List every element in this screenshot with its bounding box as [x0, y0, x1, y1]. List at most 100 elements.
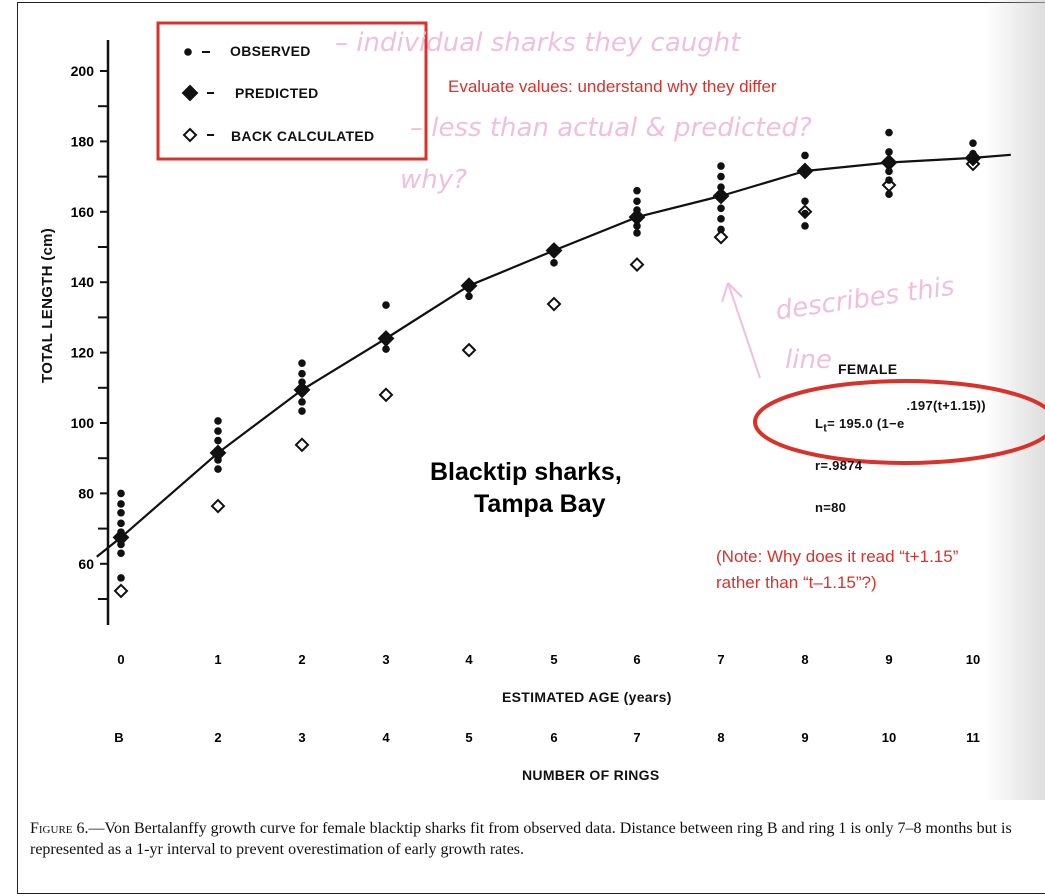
x-tick-label: 7	[717, 652, 724, 667]
observed-point	[717, 162, 725, 170]
x-tick-label: 4	[465, 652, 473, 667]
caption-lead: Figure 6.	[30, 820, 89, 837]
note-evaluate: Evaluate values: understand why they dif…	[448, 77, 777, 96]
handwritten-arrow-icon	[721, 282, 761, 379]
observed-point	[117, 508, 125, 517]
observed-point	[969, 139, 977, 147]
legend-back-calculated-marker	[182, 127, 198, 143]
legend-observed-marker	[184, 48, 192, 56]
observed-point	[298, 407, 306, 415]
y-tick-label: 100	[71, 415, 95, 431]
y-tick-label: 180	[71, 133, 95, 149]
caption-text: —Von Bertalanffy growth curve for female…	[30, 820, 1012, 858]
fit-r: r=.9874	[815, 458, 863, 473]
x2-tick-label: 3	[298, 730, 305, 745]
observed-point	[298, 359, 306, 367]
y-tick-label: 200	[71, 63, 95, 79]
equation-l: L	[815, 416, 824, 431]
observed-point	[717, 225, 725, 234]
back-calculated-point	[294, 437, 310, 453]
handwriting-5: line	[785, 345, 832, 375]
x2-tick-label: 11	[966, 730, 980, 745]
handwriting-1: – individual sharks they caught	[335, 28, 741, 58]
predicted-point	[293, 381, 311, 399]
back-calculated-point	[378, 387, 394, 403]
observed-point	[298, 398, 306, 406]
figure-caption: Figure 6.—Von Bertalanffy growth curve f…	[30, 818, 1040, 860]
y-tick-label: 60	[78, 556, 94, 572]
observed-point	[214, 436, 222, 445]
note-question-1: (Note: Why does it read “t+1.15”	[716, 547, 959, 566]
x-tick-label: 8	[801, 652, 808, 667]
observed-point	[117, 489, 125, 498]
back-calculated-point	[713, 229, 729, 245]
back-calculated-point	[461, 342, 477, 358]
equation-highlight-ellipse	[753, 379, 1045, 465]
observed-point	[214, 417, 222, 425]
observed-point	[717, 215, 725, 223]
observed-point	[465, 292, 473, 301]
y-tick-label: 120	[71, 345, 95, 361]
back-calculated-point	[629, 257, 645, 273]
handwriting-2: – less than actual & predicted?	[410, 113, 812, 143]
observed-point	[717, 172, 725, 181]
observed-point	[885, 148, 893, 156]
x2-axis-title: NUMBER OF RINGS	[522, 767, 660, 783]
x2-tick-label: 4	[382, 730, 390, 745]
observed-point	[633, 197, 641, 206]
overlay-title-line2: Tampa Bay	[474, 490, 606, 518]
observed-point	[214, 465, 222, 473]
observed-point	[885, 128, 893, 137]
observed-point	[801, 209, 809, 218]
observed-point	[298, 369, 306, 378]
predicted-point	[545, 242, 563, 259]
y-axis-title: TOTAL LENGTH (cm)	[39, 227, 56, 383]
predicted-point	[377, 330, 395, 347]
observed-point	[801, 222, 809, 230]
x2-tick-label: B	[114, 730, 123, 745]
legend-observed: OBSERVED	[230, 43, 311, 59]
back-calculated-point	[210, 498, 226, 514]
x-tick-label: 0	[117, 652, 124, 667]
y-tick-label: 140	[71, 274, 95, 290]
figure-frame	[17, 2, 1045, 894]
x2-tick-label: 8	[717, 730, 724, 745]
legend-predicted-marker	[181, 84, 199, 102]
observed-point	[117, 519, 125, 528]
legend-highlight-box	[156, 21, 428, 161]
x2-tick-label: 9	[801, 730, 808, 745]
fit-label: FEMALE	[838, 361, 898, 377]
y-tick-label: 80	[78, 485, 94, 501]
handwriting-3: why?	[400, 165, 467, 195]
observed-point	[717, 183, 725, 191]
note-question-2: rather than “t–1.15”?)	[716, 573, 877, 592]
observed-point	[801, 197, 809, 206]
equation-exponent: .197(t+1.15))	[906, 398, 986, 413]
observed-point	[382, 301, 390, 309]
x-tick-label: 9	[885, 652, 892, 667]
equation-body: = 195.0 (1−e	[827, 416, 905, 431]
x-tick-label: 6	[633, 652, 640, 667]
predicted-point	[712, 187, 730, 205]
observed-point	[117, 500, 125, 508]
fit-equation: Lt= 195.0 (1−e.197(t+1.15))	[815, 398, 986, 435]
overlay-title-line1: Blacktip sharks,	[430, 458, 622, 486]
x-tick-label: 5	[550, 652, 557, 667]
back-calculated-point	[113, 583, 129, 599]
x-tick-label: 1	[214, 652, 221, 667]
observed-point	[885, 190, 893, 198]
observed-point	[550, 259, 558, 267]
equation-sub: t	[823, 422, 828, 435]
predicted-point	[209, 444, 227, 462]
x-tick-label: 2	[298, 652, 305, 667]
x-axis-title: ESTIMATED AGE (years)	[502, 689, 672, 705]
fit-n: n=80	[815, 500, 847, 515]
observed-point	[117, 574, 125, 582]
predicted-point	[460, 277, 478, 295]
back-calculated-point	[546, 296, 562, 312]
observed-point	[633, 186, 641, 195]
y-tick-label: 160	[71, 204, 95, 220]
observed-point	[885, 176, 893, 184]
observed-point	[117, 549, 125, 558]
